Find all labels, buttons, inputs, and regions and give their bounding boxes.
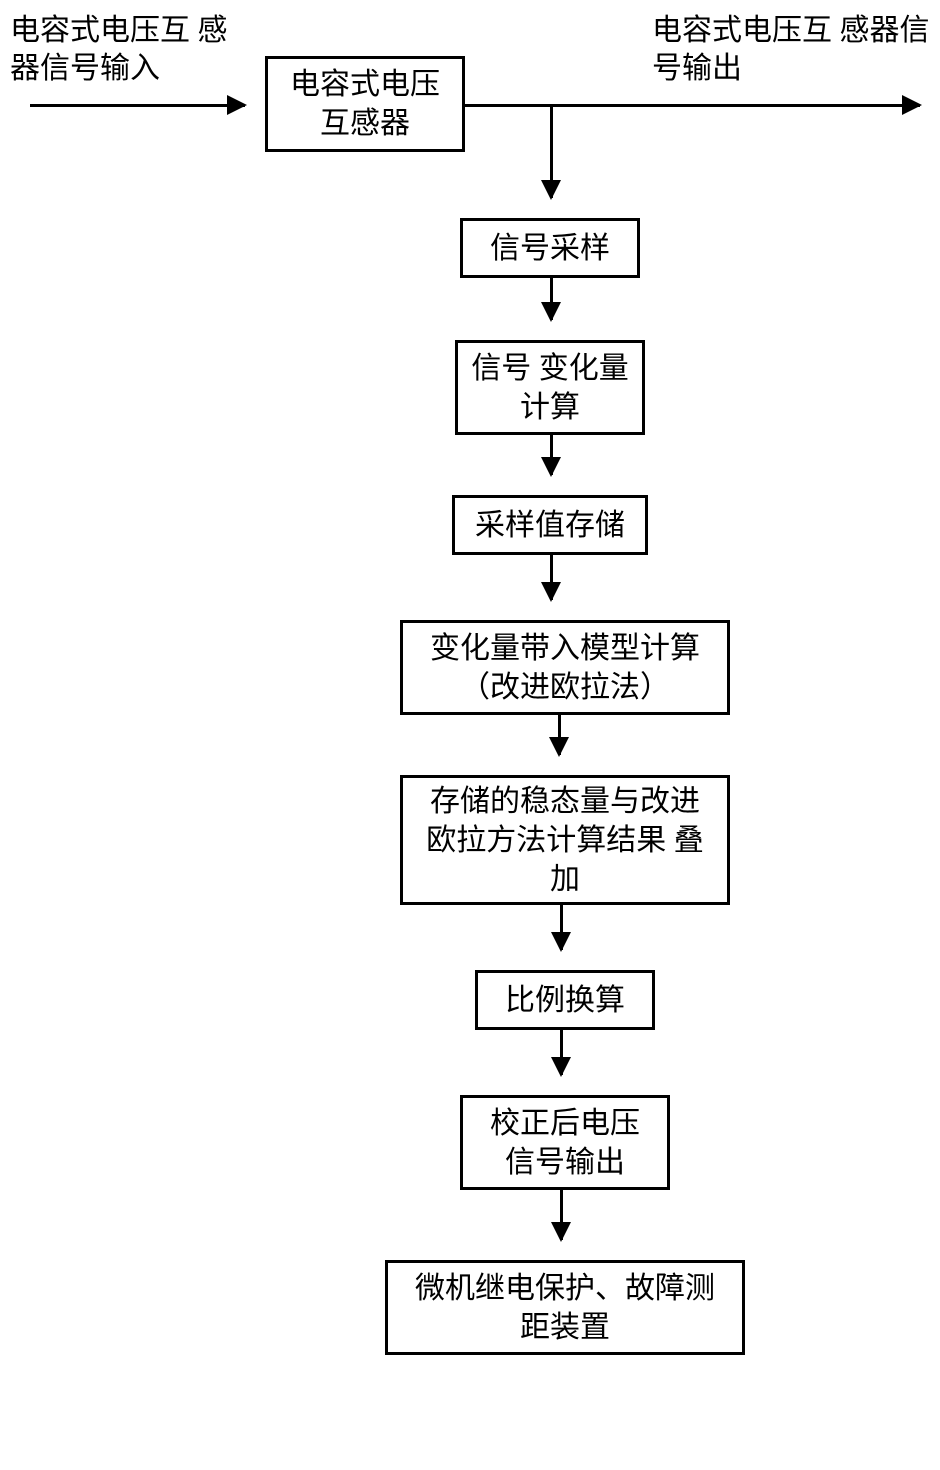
arrow-n6-to-n7: [560, 905, 563, 950]
node-relay-protection: 微机继电保护、故障测 距装置: [385, 1260, 745, 1355]
node-corrected-output: 校正后电压 信号输出: [460, 1095, 670, 1190]
output-label: 电容式电压互 感器信号输出: [652, 12, 932, 87]
arrow-n5-to-n6: [558, 715, 561, 755]
arrow-n7-to-n8: [560, 1030, 563, 1075]
node-cvt: 电容式电压 互感器: [265, 56, 465, 152]
arrow-n1-to-output: [465, 104, 920, 107]
input-label: 电容式电压互 感器信号输入: [10, 12, 230, 87]
node-model-calc: 变化量带入模型计算 （改进欧拉法）: [400, 620, 730, 715]
arrow-n4-to-n5: [550, 555, 553, 600]
arrow-input-to-n1: [30, 104, 245, 107]
arrow-n8-to-n9: [560, 1190, 563, 1240]
node-ratio-convert: 比例换算: [475, 970, 655, 1030]
node-sample-store: 采样值存储: [452, 495, 648, 555]
node-sampling: 信号采样: [460, 218, 640, 278]
arrow-n3-to-n4: [550, 435, 553, 475]
arrow-n2-to-n3: [550, 278, 553, 320]
node-superpose: 存储的稳态量与改进 欧拉方法计算结果 叠加: [400, 775, 730, 905]
arrow-branch-to-n2: [550, 104, 553, 198]
node-delta-calc: 信号 变化量计算: [455, 340, 645, 435]
